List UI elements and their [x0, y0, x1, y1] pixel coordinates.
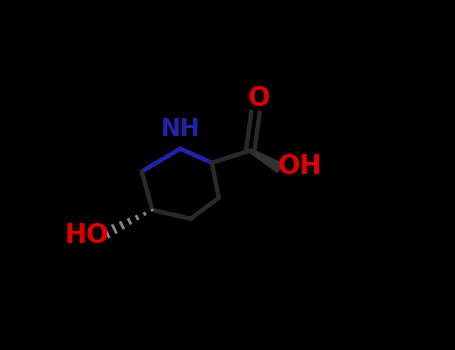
Text: O: O	[248, 86, 270, 112]
Text: OH: OH	[278, 154, 323, 180]
Text: NH: NH	[161, 118, 200, 141]
Polygon shape	[249, 149, 283, 173]
Text: HO: HO	[64, 223, 109, 248]
